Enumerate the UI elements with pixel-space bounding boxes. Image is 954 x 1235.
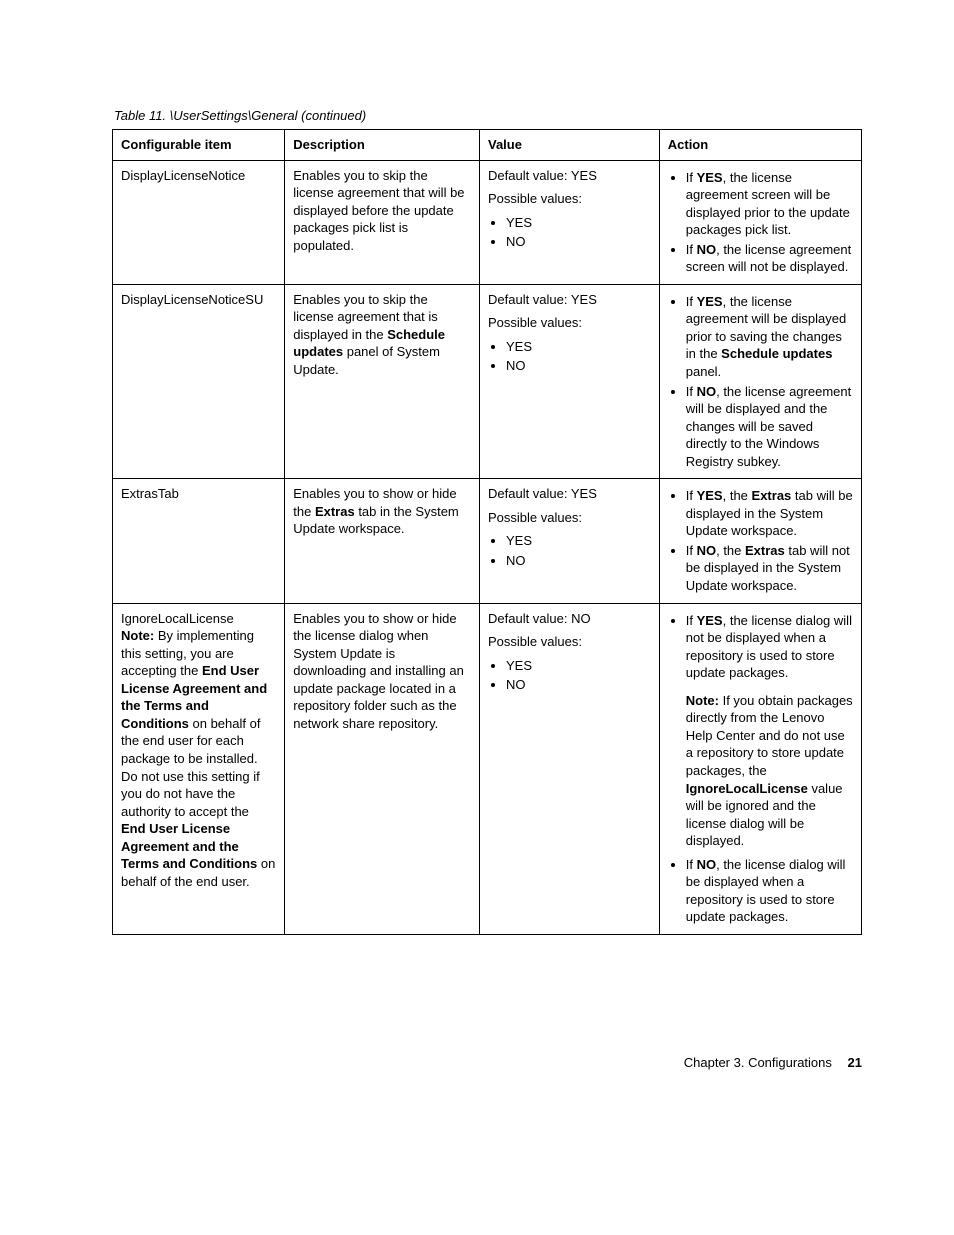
footer-page-number: 21	[848, 1055, 862, 1070]
cell-value: Default value: YESPossible values:YESNO	[480, 479, 660, 603]
table-row: ExtrasTabEnables you to show or hide the…	[113, 479, 862, 603]
cell-value: Default value: YESPossible values:YESNO	[480, 284, 660, 478]
cell-value: Default value: NOPossible values:YESNO	[480, 603, 660, 934]
cell-action: If YES, the license dialog will not be d…	[659, 603, 861, 934]
value-option: YES	[506, 214, 651, 232]
cell-description: Enables you to skip the license agreemen…	[285, 284, 480, 478]
cell-description: Enables you to skip the license agreemen…	[285, 160, 480, 284]
table-row: DisplayLicenseNoticeEnables you to skip …	[113, 160, 862, 284]
col-header-value: Value	[480, 130, 660, 161]
col-header-desc: Description	[285, 130, 480, 161]
value-option: NO	[506, 552, 651, 570]
value-option: NO	[506, 357, 651, 375]
action-item: If NO, the license agreement will be dis…	[686, 383, 853, 471]
value-option: NO	[506, 233, 651, 251]
cell-action: If YES, the Extras tab will be displayed…	[659, 479, 861, 603]
cell-description: Enables you to show or hide the license …	[285, 603, 480, 934]
cell-action: If YES, the license agreement screen wil…	[659, 160, 861, 284]
action-item: If YES, the license dialog will not be d…	[686, 612, 853, 850]
footer-chapter: Chapter 3. Configurations	[684, 1055, 832, 1070]
table-header-row: Configurable item Description Value Acti…	[113, 130, 862, 161]
action-item: If YES, the license agreement screen wil…	[686, 169, 853, 239]
action-item: If NO, the Extras tab will not be displa…	[686, 542, 853, 595]
settings-table: Configurable item Description Value Acti…	[112, 129, 862, 935]
col-header-item: Configurable item	[113, 130, 285, 161]
cell-configurable-item: DisplayLicenseNotice	[113, 160, 285, 284]
cell-action: If YES, the license agreement will be di…	[659, 284, 861, 478]
action-item: If YES, the Extras tab will be displayed…	[686, 487, 853, 540]
action-item: If YES, the license agreement will be di…	[686, 293, 853, 381]
action-item: If NO, the license dialog will be displa…	[686, 856, 853, 926]
cell-configurable-item: DisplayLicenseNoticeSU	[113, 284, 285, 478]
action-item: If NO, the license agreement screen will…	[686, 241, 853, 276]
table-row: DisplayLicenseNoticeSUEnables you to ski…	[113, 284, 862, 478]
value-option: YES	[506, 657, 651, 675]
value-option: NO	[506, 676, 651, 694]
cell-configurable-item: ExtrasTab	[113, 479, 285, 603]
table-row: IgnoreLocalLicenseNote: By implementing …	[113, 603, 862, 934]
cell-configurable-item: IgnoreLocalLicenseNote: By implementing …	[113, 603, 285, 934]
value-option: YES	[506, 532, 651, 550]
col-header-action: Action	[659, 130, 861, 161]
cell-description: Enables you to show or hide the Extras t…	[285, 479, 480, 603]
page-footer: Chapter 3. Configurations 21	[112, 1055, 862, 1070]
table-caption: Table 11. \UserSettings\General (continu…	[114, 108, 862, 123]
value-option: YES	[506, 338, 651, 356]
cell-value: Default value: YESPossible values:YESNO	[480, 160, 660, 284]
